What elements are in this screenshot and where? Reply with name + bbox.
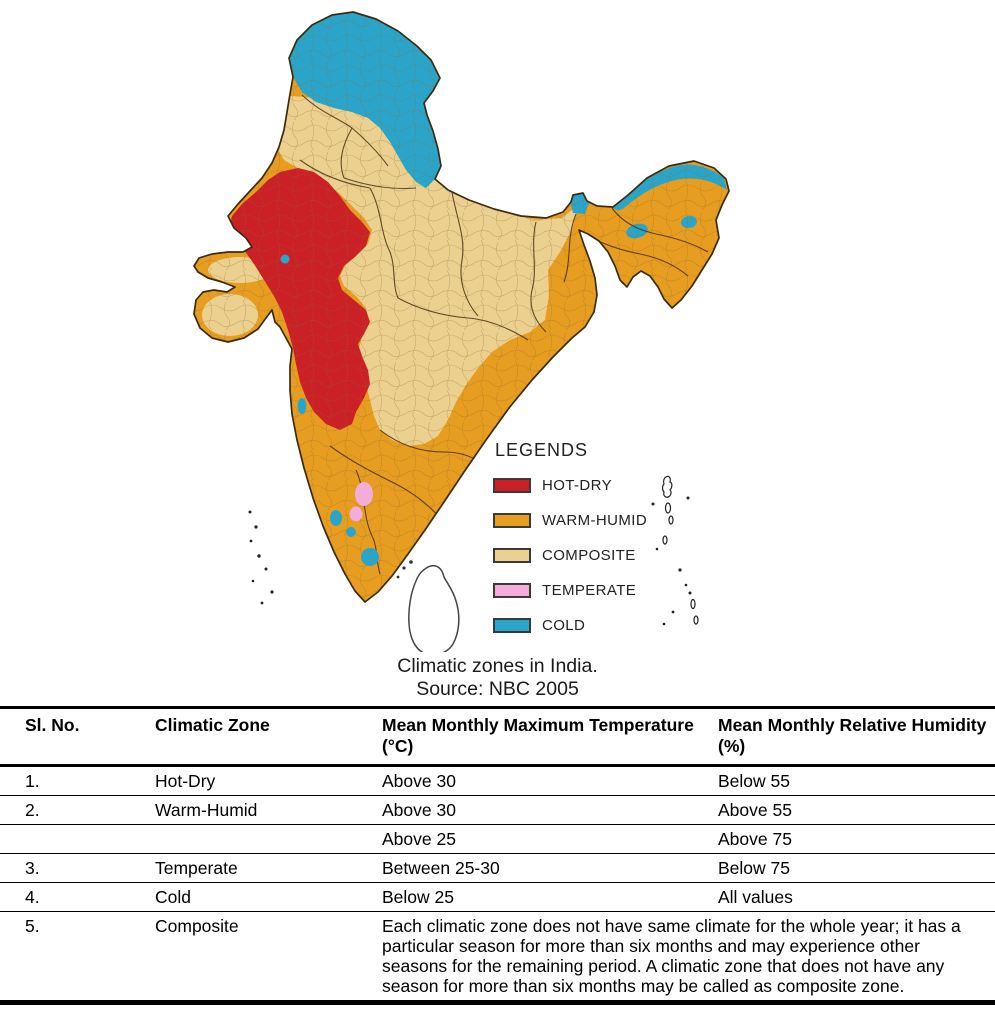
cell-hum: Below 75	[718, 858, 790, 878]
zone-temperate-2	[349, 506, 363, 522]
header-temperature: Mean Monthly Maximum Temperature (°C)	[382, 715, 694, 756]
cell-hum: Below 55	[718, 771, 790, 791]
cell-temp: Above 25	[382, 829, 456, 849]
india-map-svg	[193, 11, 730, 652]
legend-label: WARM-HUMID	[542, 512, 648, 529]
cell-sl: 2.	[25, 800, 40, 820]
lakshadweep-islands	[248, 510, 274, 605]
cell-sl	[0, 825, 155, 854]
cell-zone	[155, 825, 382, 854]
table-row: 4. Cold Below 25 All values	[0, 883, 995, 912]
india-climate-map: LEGENDS HOT-DRY WARM-HUMID COMPOSITE TEM…	[193, 11, 730, 652]
header-climatic-zone: Climatic Zone	[155, 715, 270, 735]
cell-zone: Composite	[155, 916, 239, 936]
table-row: 2. Warm-Humid Above 30 Above 55	[0, 796, 995, 825]
cell-zone: Cold	[155, 887, 191, 907]
cell-temp: Above 30	[382, 800, 456, 820]
legend-item-composite: COMPOSITE	[493, 547, 647, 564]
legend-label: COMPOSITE	[542, 547, 636, 564]
cell-sl: 4.	[25, 887, 40, 907]
composite-swatch	[493, 548, 531, 563]
cell-temp: Above 30	[382, 771, 456, 791]
india-outline	[193, 11, 730, 603]
map-legend: LEGENDS HOT-DRY WARM-HUMID COMPOSITE TEM…	[493, 440, 647, 652]
table-row: 5. Composite Each climatic zone does not…	[0, 912, 995, 1003]
andaman-nicobar-islands	[661, 475, 699, 625]
cell-temp: Between 25-30	[382, 858, 500, 878]
cold-spots	[280, 254, 379, 566]
legend-label: COLD	[542, 617, 586, 634]
climate-zones-table: Sl. No. Climatic Zone Mean Monthly Maxim…	[0, 706, 995, 1005]
cell-zone: Warm-Humid	[155, 800, 258, 820]
table-row: Above 25 Above 75	[0, 825, 995, 854]
sri-lanka-outline	[408, 564, 460, 652]
table-row: 1. Hot-Dry Above 30 Below 55	[0, 766, 995, 796]
caption-line-1: Climatic zones in India.	[397, 655, 598, 677]
zone-temperate-1	[355, 482, 373, 506]
warm-humid-swatch	[493, 513, 531, 528]
hot-dry-swatch	[493, 478, 531, 493]
cell-composite-description: Each climatic zone does not have same cl…	[382, 916, 961, 996]
cold-swatch	[493, 618, 531, 633]
legend-label: TEMPERATE	[542, 582, 637, 599]
cell-temp: Below 25	[382, 887, 454, 907]
cell-zone: Temperate	[155, 858, 238, 878]
legend-item-hot-dry: HOT-DRY	[493, 477, 647, 494]
cell-sl: 1.	[25, 771, 40, 791]
header-humidity: Mean Monthly Relative Humidity (%)	[718, 715, 987, 756]
cell-hum: All values	[718, 887, 793, 907]
legend-title: LEGENDS	[495, 440, 589, 460]
figure-caption: Climatic zones in India. Source: NBC 200…	[0, 655, 995, 701]
legend-item-cold: COLD	[493, 617, 647, 634]
andaman-nicobar-dots	[651, 496, 692, 626]
cell-zone: Hot-Dry	[155, 771, 216, 791]
table-header-row: Sl. No. Climatic Zone Mean Monthly Maxim…	[0, 707, 995, 766]
table-row: 3. Temperate Between 25-30 Below 75	[0, 854, 995, 883]
temperate-swatch	[493, 583, 531, 598]
cell-sl: 3.	[25, 858, 40, 878]
caption-line-2: Source: NBC 2005	[416, 678, 579, 700]
cell-sl: 5.	[25, 916, 40, 936]
legend-item-temperate: TEMPERATE	[493, 582, 647, 599]
legend-item-warm-humid: WARM-HUMID	[493, 512, 647, 529]
legend-label: HOT-DRY	[542, 477, 613, 494]
cell-hum: Above 75	[718, 829, 792, 849]
cell-hum: Above 55	[718, 800, 792, 820]
header-sl-no: Sl. No.	[25, 715, 80, 735]
palk-strait-islets	[396, 560, 413, 579]
